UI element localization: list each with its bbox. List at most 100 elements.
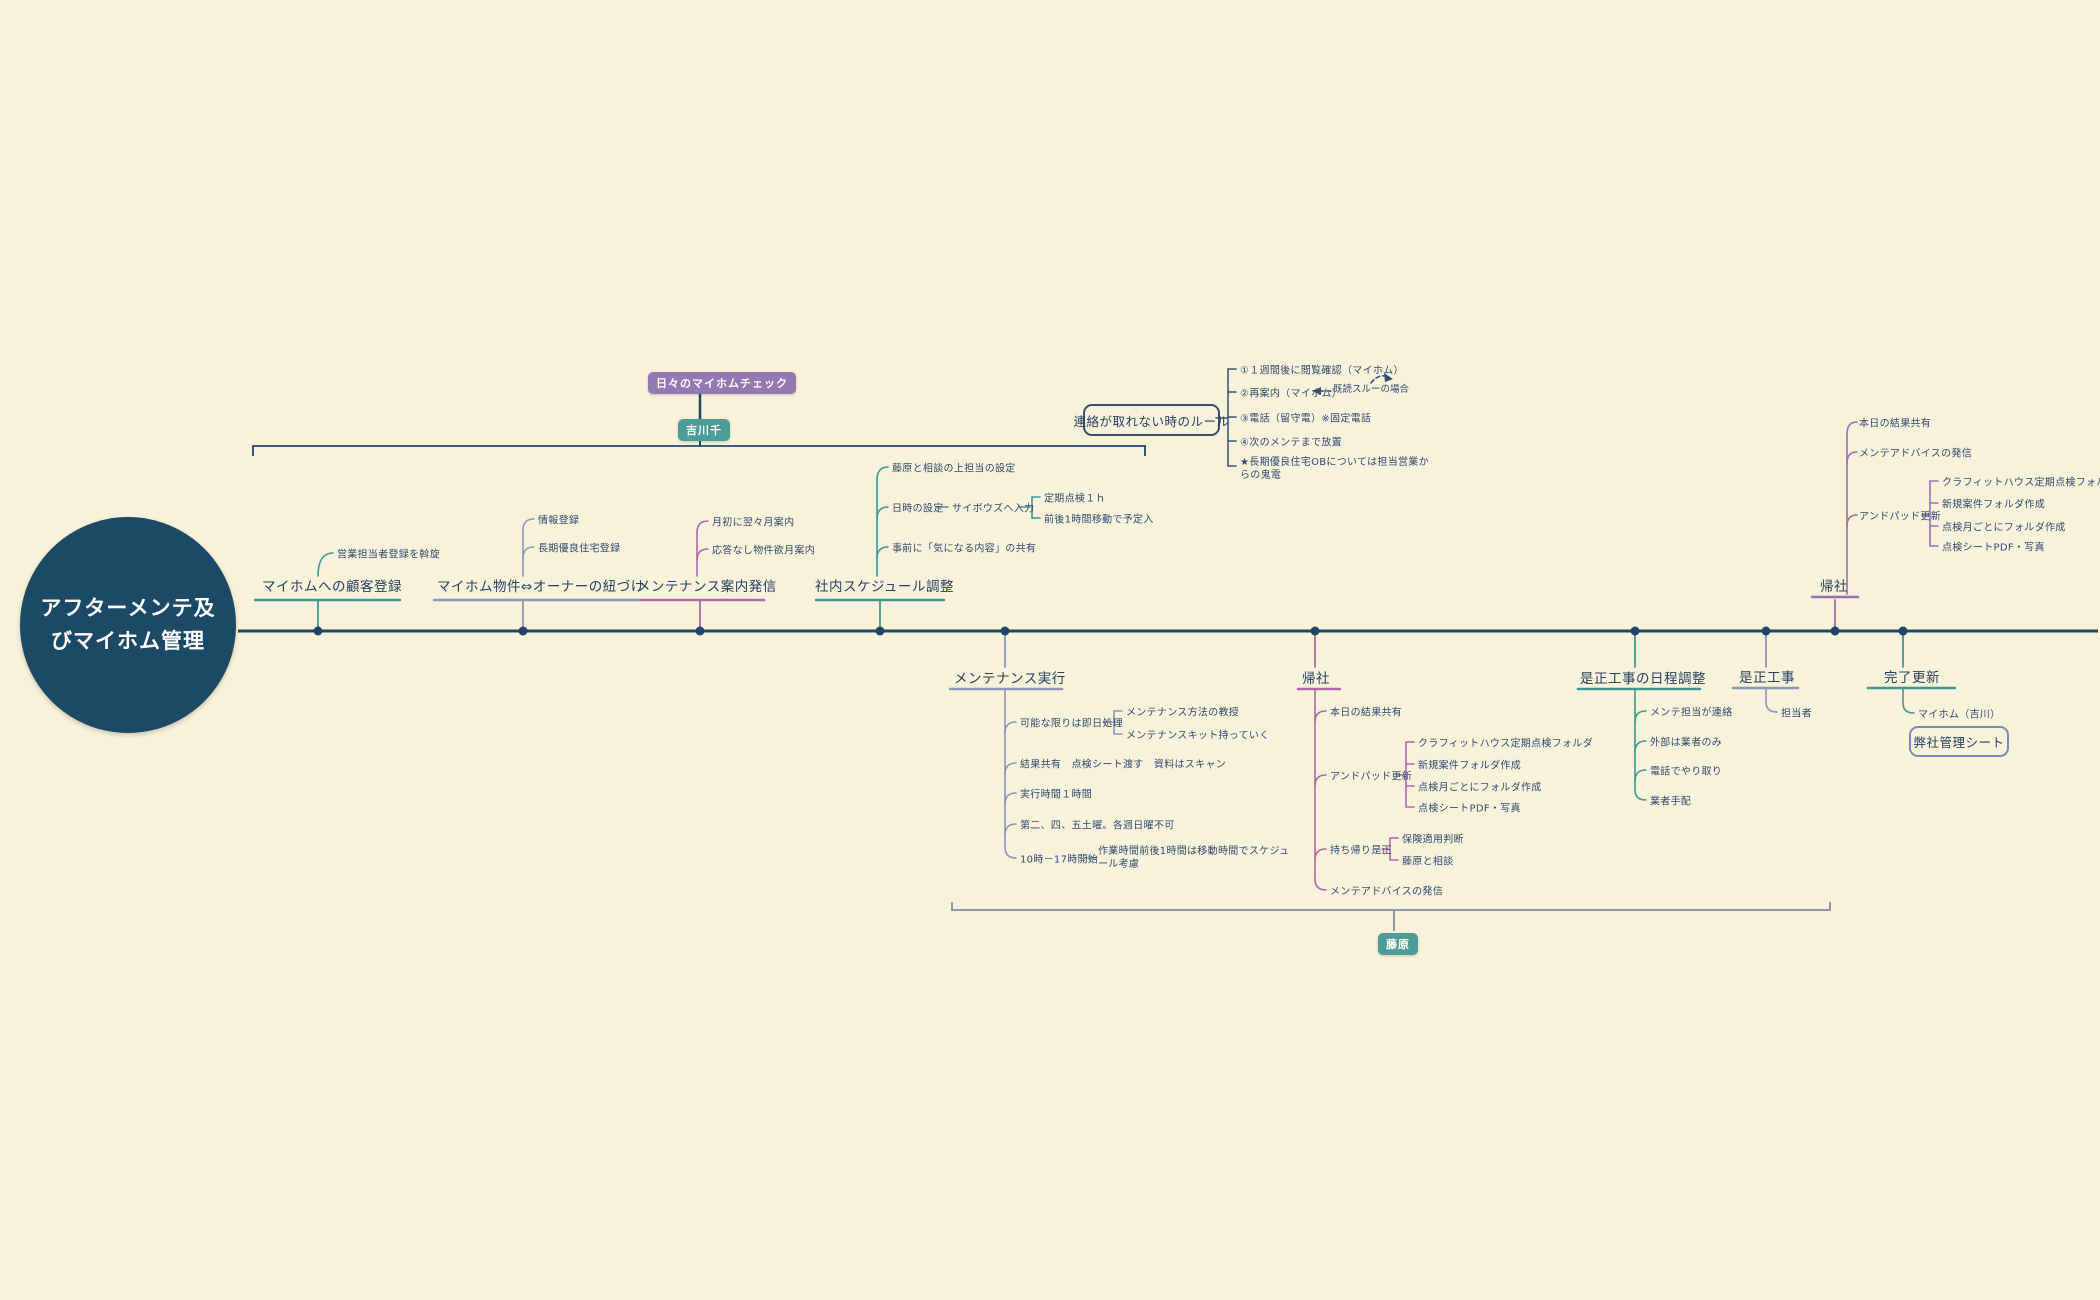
rule-box[interactable]: 連絡が取れない時のルール	[1074, 404, 1229, 436]
leaf-me-saturdays[interactable]: 第二、四、五土曜。各週日曜不可	[1020, 820, 1175, 832]
junction-dot	[313, 626, 323, 636]
company-sheet-box[interactable]: 弊社管理シート	[1909, 726, 2009, 757]
person-top-badge[interactable]: 吉川千	[678, 419, 730, 441]
root-title: アフターメンテ及 びマイホム管理	[40, 596, 216, 653]
leaf-rb-consult-fujiwara[interactable]: 藤原と相談	[1402, 856, 1454, 868]
root-node[interactable]: アフターメンテ及 びマイホム管理	[20, 517, 236, 733]
customer-reg-elbow	[317, 552, 334, 577]
leaf-sales-rep-registration[interactable]: 営業担当者登録を斡旋	[337, 549, 440, 561]
leaf-me-share-results[interactable]: 結果共有 点検シート渡す 資料はスキャン	[1020, 759, 1226, 771]
leaf-rt-sheet-pdf[interactable]: 点検シートPDF・写真	[1942, 542, 2045, 554]
leaf-cs-vendor-arrange[interactable]: 業者手配	[1650, 796, 1692, 808]
maintenance-exec-subbracket	[1113, 710, 1123, 735]
property-link-elbow2	[522, 546, 535, 559]
leaf-rt-new-case-folder[interactable]: 新規案件フォルダ作成	[1942, 499, 2045, 511]
leaf-rule-leave-until-next[interactable]: ④次のメンテまで放置	[1240, 437, 1342, 449]
leaf-rb-monthly-folder[interactable]: 点検月ごとにフォルダ作成	[1418, 782, 1542, 794]
leaf-cu-maihomu-kikkawa[interactable]: マイホム（吉川）	[1918, 709, 2001, 721]
leaf-cs-mainte-contact[interactable]: メンテ担当が連絡	[1650, 707, 1733, 719]
leaf-rb-insurance-judgement[interactable]: 保険適用判断	[1402, 834, 1464, 846]
maintenance-exec-elbow3	[1004, 792, 1017, 805]
leaf-rt-advice[interactable]: メンテアドバイスの発信	[1859, 448, 1972, 460]
leaf-consult-fujiwara[interactable]: 藤原と相談の上担当の設定	[892, 463, 1016, 475]
junction-dot	[1000, 626, 1010, 636]
return-top-subbracket	[1929, 480, 1939, 547]
leaf-cw-person-in-charge[interactable]: 担当者	[1781, 708, 1812, 720]
return-bottom-elbow2	[1314, 774, 1327, 787]
junction-dot	[1310, 626, 1320, 636]
return-bottom-elbow1	[1314, 710, 1327, 723]
junction-dot	[875, 626, 885, 636]
return-top-elbow2	[1846, 451, 1858, 464]
maintenance-exec-elbow4	[1004, 823, 1017, 836]
leaf-me-bring-kit[interactable]: メンテナンスキット持っていく	[1126, 730, 1270, 742]
schedule-adjust-elbow2	[876, 506, 889, 520]
leaf-rt-monthly-folder[interactable]: 点検月ごとにフォルダ作成	[1942, 522, 2066, 534]
read-skip-annotation: 既読スルーの場合	[1333, 384, 1410, 395]
node-maintenance-notice[interactable]: メンテナンス案内発信	[637, 579, 777, 595]
leaf-share-concerns[interactable]: 事前に「気になる内容」の共有	[892, 543, 1037, 555]
return-bottom-subbracket2	[1389, 837, 1399, 861]
node-schedule-adjust[interactable]: 社内スケジュール調整	[815, 579, 955, 595]
junction-dot	[1830, 626, 1840, 636]
leaf-rt-andpad-update[interactable]: アンドパッド更新	[1859, 511, 1941, 523]
leaf-rb-andpad-update[interactable]: アンドパッド更新	[1330, 771, 1412, 783]
leaf-rt-share-results[interactable]: 本日の結果共有	[1859, 418, 1932, 430]
node-complete-update[interactable]: 完了更新	[1884, 670, 1940, 686]
schedule-adjust-elbow1	[876, 466, 889, 481]
node-correction-schedule[interactable]: 是正工事の日程調整	[1580, 671, 1706, 687]
top-bracket	[252, 445, 1146, 456]
leaf-rb-sheet-pdf[interactable]: 点検シートPDF・写真	[1418, 803, 1521, 815]
leaf-rt-craftit-folder[interactable]: クラフィットハウス定期点検フォルダ	[1942, 477, 2100, 489]
leaf-rb-advice[interactable]: メンテアドバイスの発信	[1330, 886, 1443, 898]
correction-work-elbow	[1765, 687, 1778, 713]
node-return-bottom[interactable]: 帰社	[1302, 671, 1330, 687]
maintenance-exec-elbow1	[1004, 721, 1017, 734]
maintenance-notice-elbow2	[696, 548, 709, 561]
leaf-me-teach-method[interactable]: メンテナンス方法の教授	[1126, 707, 1240, 719]
leaf-rule-1week-check[interactable]: ①１週間後に閲覧確認（マイホム）	[1240, 365, 1404, 377]
leaf-cs-by-phone[interactable]: 電話でやり取り	[1650, 766, 1723, 778]
leaf-datetime-setting[interactable]: 日時の設定	[892, 503, 944, 515]
leaf-cybozu-input[interactable]: サイボウズへ入力	[952, 503, 1035, 515]
leaf-rb-takeback-correction[interactable]: 持ち帰り是正	[1330, 845, 1392, 857]
return-top-elbow1	[1846, 421, 1858, 435]
leaf-rb-craftit-folder[interactable]: クラフィットハウス定期点検フォルダ	[1418, 738, 1593, 750]
leaf-rb-new-case-folder[interactable]: 新規案件フォルダ作成	[1418, 760, 1521, 772]
leaf-me-10-17[interactable]: 10時－17時開始	[1020, 854, 1099, 866]
leaf-long-term-housing-reg[interactable]: 長期優良住宅登録	[538, 543, 621, 555]
node-customer-reg[interactable]: マイホムへの顧客登録	[262, 579, 402, 595]
property-link-elbow1	[522, 518, 535, 531]
leaf-rb-share-results[interactable]: 本日の結果共有	[1330, 707, 1403, 719]
complete-update-elbow	[1902, 687, 1915, 714]
leaf-month-start-notice[interactable]: 月初に翌々月案内	[712, 517, 795, 529]
leaf-cs-external-vendor[interactable]: 外部は業者のみ	[1650, 737, 1723, 749]
maintenance-exec-elbow5	[1004, 846, 1017, 859]
node-property-link[interactable]: マイホム物件⇔オーナーの紐づけ	[437, 579, 645, 595]
bottom-bracket	[951, 902, 1831, 911]
leaf-regular-inspection-1h[interactable]: 定期点検１ｈ	[1044, 493, 1106, 505]
rule-arrowhead-left	[1312, 387, 1321, 395]
leaf-rule-ob-call[interactable]: ★長期優良住宅OBについては担当営業からの鬼電	[1240, 457, 1429, 481]
leaf-me-same-day[interactable]: 可能な限りは即日処理	[1020, 718, 1123, 730]
daily-check-badge[interactable]: 日々のマイホムチェック	[648, 372, 796, 394]
junction-dot	[1898, 626, 1908, 636]
leaf-me-travel-time[interactable]: 作業時間前後1時間は移動時間でスケジュール考慮	[1098, 846, 1290, 870]
return-bottom-elbow3	[1314, 848, 1327, 861]
node-correction-work[interactable]: 是正工事	[1739, 670, 1795, 686]
leaf-1h-buffer[interactable]: 前後1時間移動で予定入	[1044, 514, 1154, 526]
leaf-rule-phone[interactable]: ③電話（留守電）※固定電話	[1240, 413, 1372, 425]
junction-dot	[518, 626, 528, 636]
correction-schedule-elbow4	[1634, 789, 1647, 801]
correction-schedule-elbow2	[1634, 740, 1647, 753]
leaf-no-response-notice[interactable]: 応答なし物件欲月案内	[712, 545, 815, 557]
junction-dot	[695, 626, 705, 636]
leaf-info-registration[interactable]: 情報登録	[538, 515, 580, 527]
leaf-rule-renotice[interactable]: ②再案内（マイホム）	[1240, 388, 1342, 400]
leaf-me-1hour[interactable]: 実行時間１時間	[1020, 789, 1093, 801]
person-bottom-badge[interactable]: 藤原	[1378, 933, 1418, 955]
node-return-top[interactable]: 帰社	[1820, 579, 1848, 595]
node-maintenance-exec[interactable]: メンテナンス実行	[954, 671, 1066, 687]
